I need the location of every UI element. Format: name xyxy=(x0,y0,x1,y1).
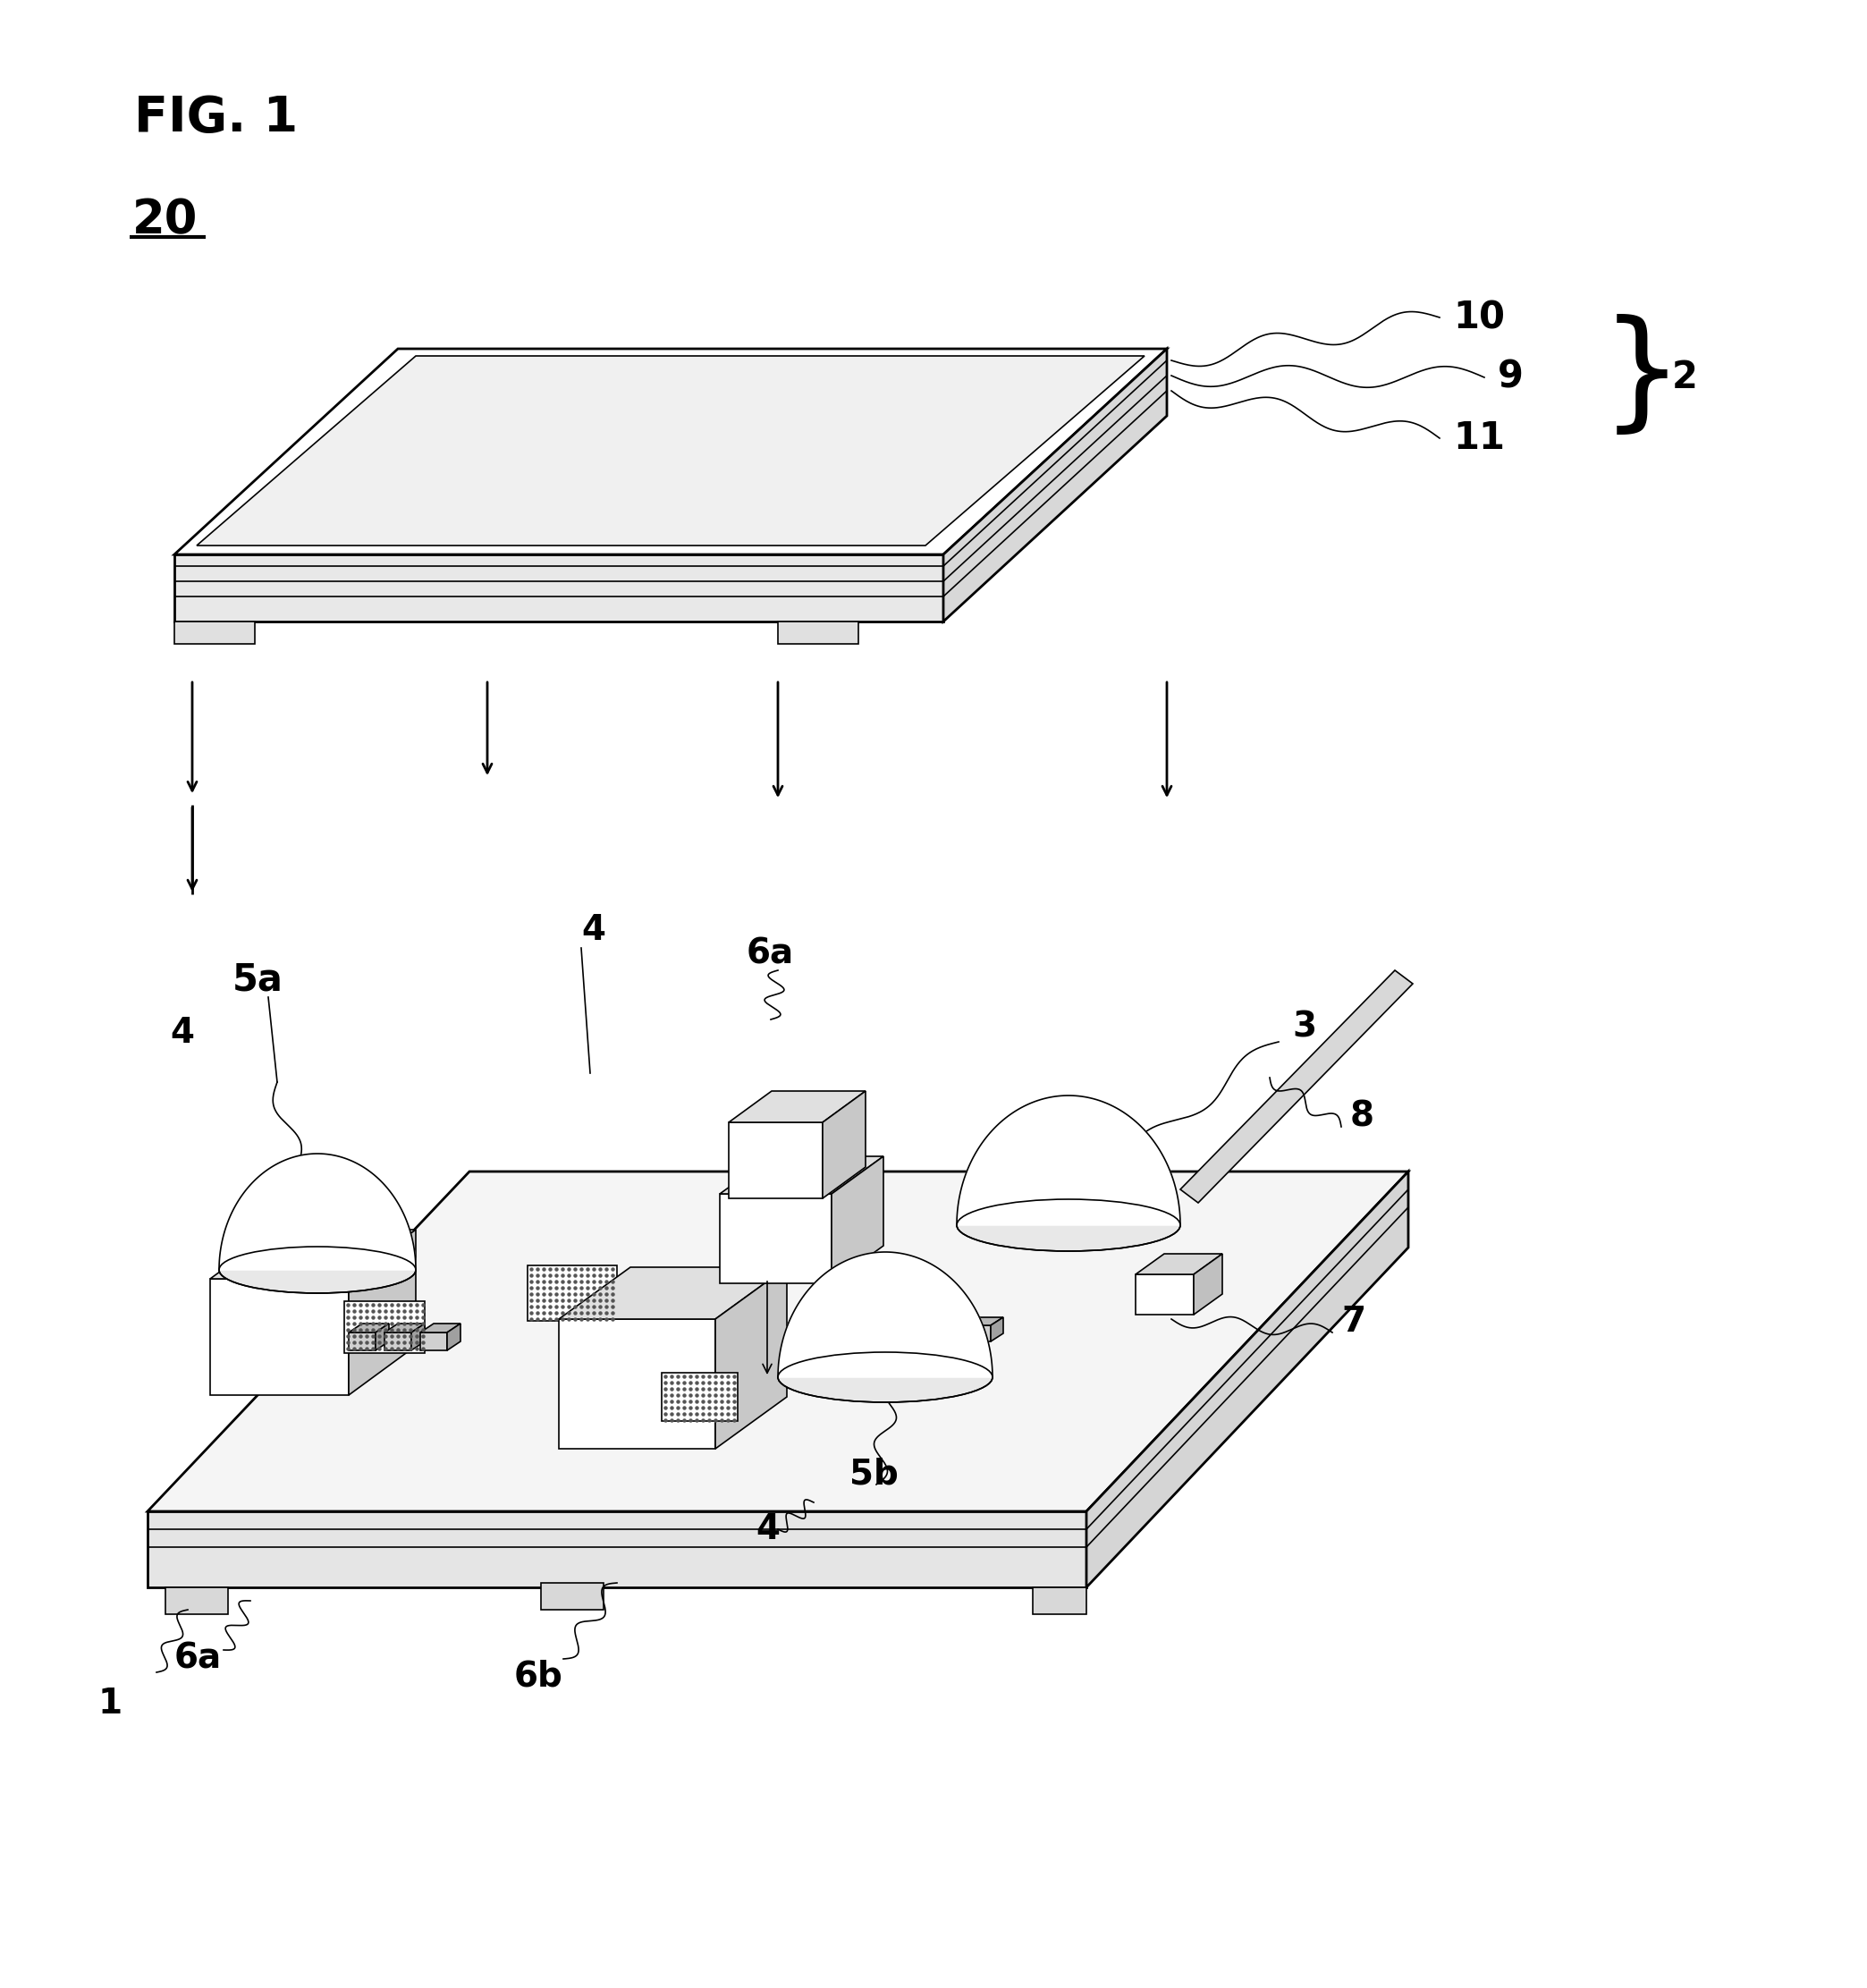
Text: 10: 10 xyxy=(1453,298,1505,336)
Polygon shape xyxy=(1180,970,1413,1203)
Polygon shape xyxy=(541,1582,603,1610)
Polygon shape xyxy=(779,1252,993,1378)
Polygon shape xyxy=(349,1231,416,1396)
Polygon shape xyxy=(211,1278,349,1396)
Polygon shape xyxy=(147,1171,1408,1511)
Polygon shape xyxy=(715,1266,786,1449)
Polygon shape xyxy=(385,1332,411,1350)
Text: 3: 3 xyxy=(1292,1010,1316,1044)
Polygon shape xyxy=(965,1326,991,1342)
Polygon shape xyxy=(349,1324,388,1332)
Polygon shape xyxy=(823,1091,866,1199)
Text: 6b: 6b xyxy=(513,1660,564,1694)
Polygon shape xyxy=(721,1157,883,1195)
Polygon shape xyxy=(728,1091,866,1123)
Polygon shape xyxy=(991,1318,1003,1342)
Polygon shape xyxy=(211,1231,416,1278)
Polygon shape xyxy=(779,622,859,644)
Text: 9: 9 xyxy=(1497,358,1523,396)
Text: 20: 20 xyxy=(133,197,198,243)
Polygon shape xyxy=(411,1324,424,1350)
Polygon shape xyxy=(956,1314,971,1342)
Text: 6a: 6a xyxy=(174,1642,222,1676)
Text: 4: 4 xyxy=(581,912,605,946)
Polygon shape xyxy=(930,1314,971,1324)
Polygon shape xyxy=(1135,1254,1223,1274)
Polygon shape xyxy=(661,1374,737,1421)
Text: }: } xyxy=(1600,314,1684,441)
Text: FIG. 1: FIG. 1 xyxy=(134,93,299,143)
Polygon shape xyxy=(349,1332,375,1350)
Text: 6a: 6a xyxy=(747,936,793,972)
Polygon shape xyxy=(420,1324,461,1332)
Polygon shape xyxy=(1135,1274,1193,1314)
Polygon shape xyxy=(956,1095,1180,1225)
Polygon shape xyxy=(1032,1586,1087,1614)
Text: 11: 11 xyxy=(1453,419,1505,457)
Polygon shape xyxy=(558,1320,715,1449)
Text: 7: 7 xyxy=(1341,1304,1365,1338)
Text: 1: 1 xyxy=(99,1686,123,1720)
Ellipse shape xyxy=(779,1352,993,1402)
Polygon shape xyxy=(831,1157,883,1284)
Polygon shape xyxy=(528,1266,616,1320)
Text: 5b: 5b xyxy=(849,1457,898,1491)
Polygon shape xyxy=(385,1324,424,1332)
Polygon shape xyxy=(420,1332,446,1350)
Polygon shape xyxy=(930,1324,956,1342)
Ellipse shape xyxy=(218,1246,416,1292)
Polygon shape xyxy=(943,348,1167,622)
Polygon shape xyxy=(558,1266,786,1320)
Polygon shape xyxy=(446,1324,461,1350)
Polygon shape xyxy=(218,1153,416,1270)
Text: 4: 4 xyxy=(756,1513,780,1547)
Text: 4: 4 xyxy=(170,1016,194,1050)
Polygon shape xyxy=(174,555,943,622)
Text: 8: 8 xyxy=(1350,1099,1374,1133)
Polygon shape xyxy=(174,622,254,644)
Polygon shape xyxy=(721,1195,831,1284)
Polygon shape xyxy=(728,1123,823,1199)
Ellipse shape xyxy=(956,1199,1180,1250)
Polygon shape xyxy=(166,1586,228,1614)
Text: 2: 2 xyxy=(1673,358,1697,396)
Polygon shape xyxy=(1087,1171,1408,1586)
Polygon shape xyxy=(147,1511,1087,1586)
Polygon shape xyxy=(196,356,1144,545)
Polygon shape xyxy=(375,1324,388,1350)
Polygon shape xyxy=(1193,1254,1223,1314)
Polygon shape xyxy=(344,1302,424,1354)
Text: 5a: 5a xyxy=(233,960,284,998)
Polygon shape xyxy=(965,1318,1003,1326)
Polygon shape xyxy=(174,348,1167,555)
